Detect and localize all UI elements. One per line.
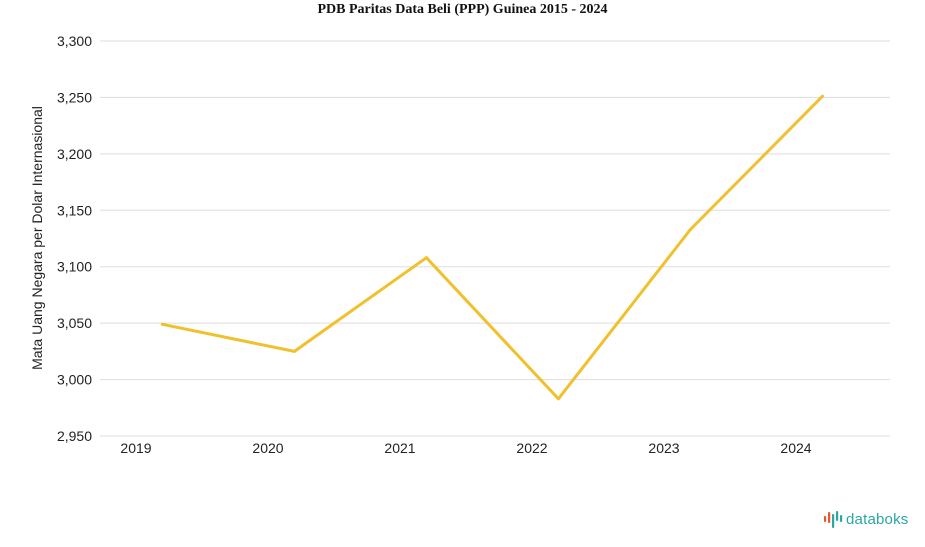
x-tick-label: 2020 [252, 440, 283, 456]
y-axis-title: Mata Uang Negara per Dolar Internasional [29, 106, 45, 370]
y-axis-ticks: 2,950 3,000 3,050 3,100 3,150 3,200 3,250 3,300 [57, 33, 92, 444]
data-point [160, 322, 164, 326]
y-tick-label: 3,150 [57, 202, 92, 218]
data-point [688, 227, 692, 231]
y-tick-label: 3,200 [57, 146, 92, 162]
chart-title: PDB Paritas Data Beli (PPP) Guinea 2015 … [317, 2, 608, 17]
series-layer [160, 94, 824, 401]
databoks-bars-icon [824, 511, 843, 528]
data-point [292, 349, 296, 353]
y-tick-label: 2,950 [57, 428, 92, 444]
series-line [160, 94, 824, 401]
y-tick-label: 3,250 [57, 89, 92, 105]
y-tick-label: 3,000 [57, 372, 92, 388]
x-tick-label: 2024 [780, 440, 811, 456]
x-axis-ticks: 2019 2020 2021 2022 2023 2024 [120, 440, 811, 456]
x-tick-label: 2019 [120, 440, 151, 456]
data-point [820, 94, 824, 98]
data-point [556, 397, 560, 401]
x-tick-label: 2021 [384, 440, 415, 456]
y-tick-label: 3,300 [57, 33, 92, 49]
brand-name: databoks [846, 510, 909, 528]
data-point [424, 256, 428, 260]
gridlines [100, 40, 890, 437]
databoks-logo: databoks [823, 509, 908, 529]
x-tick-label: 2022 [516, 440, 547, 456]
y-tick-label: 3,050 [57, 315, 92, 331]
y-tick-label: 3,100 [57, 259, 92, 275]
x-tick-label: 2023 [648, 440, 679, 456]
